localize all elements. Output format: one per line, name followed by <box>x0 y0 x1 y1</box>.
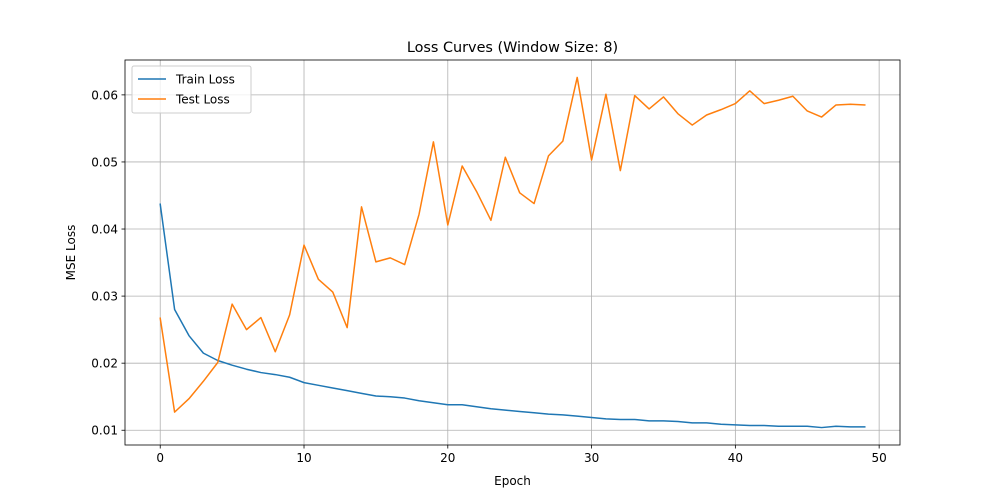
y-tick-label: 0.01 <box>91 424 118 438</box>
x-tick-label: 30 <box>584 451 599 465</box>
y-tick-label: 0.02 <box>91 357 118 371</box>
legend-frame <box>131 65 252 114</box>
legend-label-train-loss: Train Loss <box>175 73 235 87</box>
legend: Train Loss Test Loss <box>131 65 252 114</box>
y-tick-label: 0.05 <box>91 155 118 169</box>
x-tick-label: 0 <box>156 451 164 465</box>
axes-frame <box>124 59 901 446</box>
series-line-test-loss <box>159 76 866 413</box>
chart-title: Loss Curves (Window Size: 8) <box>407 40 618 56</box>
legend-label-test-loss: Test Loss <box>175 93 230 107</box>
y-axis-ticks: 0.01 0.02 0.03 0.04 0.05 0.06 <box>91 88 125 438</box>
x-axis-label: Epoch <box>494 474 531 488</box>
series-line-train-loss <box>159 203 866 429</box>
y-tick-label: 0.06 <box>91 88 118 102</box>
x-tick-label: 50 <box>872 451 887 465</box>
x-tick-label: 20 <box>440 451 455 465</box>
series-lines <box>159 76 866 429</box>
x-tick-label: 40 <box>728 451 743 465</box>
x-tick-label: 10 <box>296 451 311 465</box>
y-axis-label: MSE Loss <box>64 225 78 281</box>
x-axis-ticks: 0 10 20 30 40 50 <box>156 445 887 465</box>
y-tick-label: 0.03 <box>91 290 118 304</box>
y-tick-label: 0.04 <box>91 223 118 237</box>
grid <box>125 60 900 445</box>
